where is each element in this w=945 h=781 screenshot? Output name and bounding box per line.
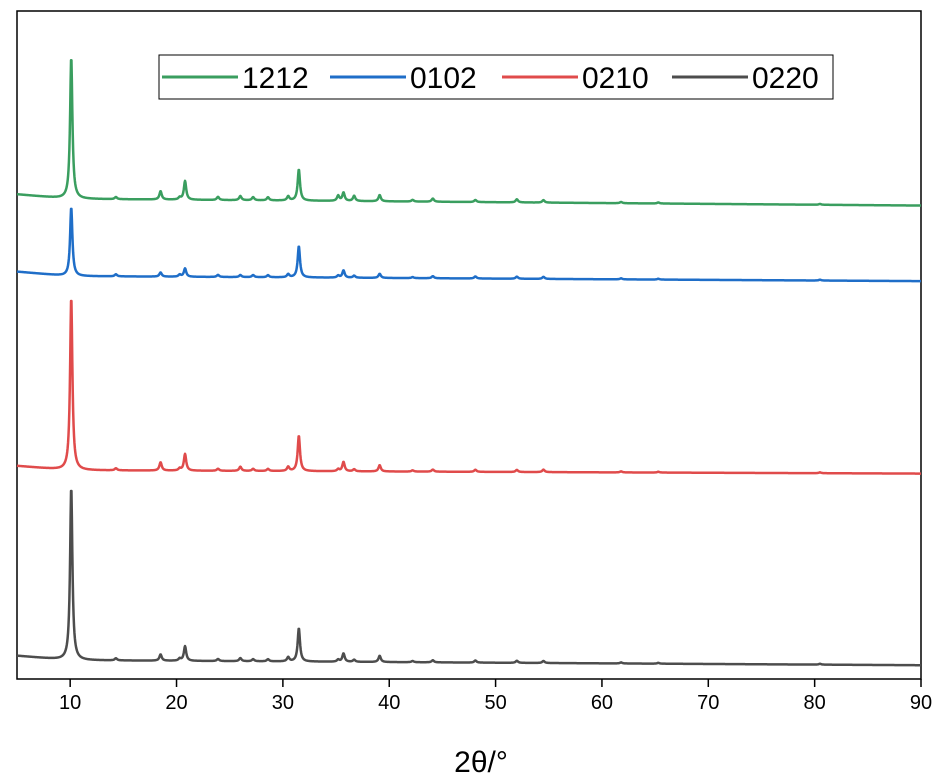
legend: 1212 0102 0210 0220 <box>158 54 834 100</box>
legend-label-0210: 0210 <box>582 62 649 95</box>
legend-label-1212: 1212 <box>242 62 309 95</box>
series-line-0220 <box>16 489 922 667</box>
x-tick-label: 20 <box>165 692 187 714</box>
series-line-0210 <box>16 299 922 475</box>
x-tick-label: 30 <box>272 692 294 714</box>
plot-frame <box>16 10 922 680</box>
x-tick-label: 60 <box>591 692 613 714</box>
legend-label-0102: 0102 <box>410 62 477 95</box>
x-axis-title: 2θ/° <box>454 746 508 779</box>
x-tick-label: 10 <box>59 692 81 714</box>
x-tick-label: 50 <box>484 692 506 714</box>
legend-label-0220: 0220 <box>752 62 819 95</box>
x-axis: 10 20 30 40 50 60 70 80 90 <box>59 679 932 714</box>
series-layer <box>16 58 922 667</box>
series-line-0102 <box>16 207 922 283</box>
x-tick-label: 70 <box>697 692 719 714</box>
series-line-1212 <box>16 58 922 207</box>
x-tick-label: 40 <box>378 692 400 714</box>
x-tick-label: 80 <box>804 692 826 714</box>
x-tick-label: 90 <box>910 692 932 714</box>
